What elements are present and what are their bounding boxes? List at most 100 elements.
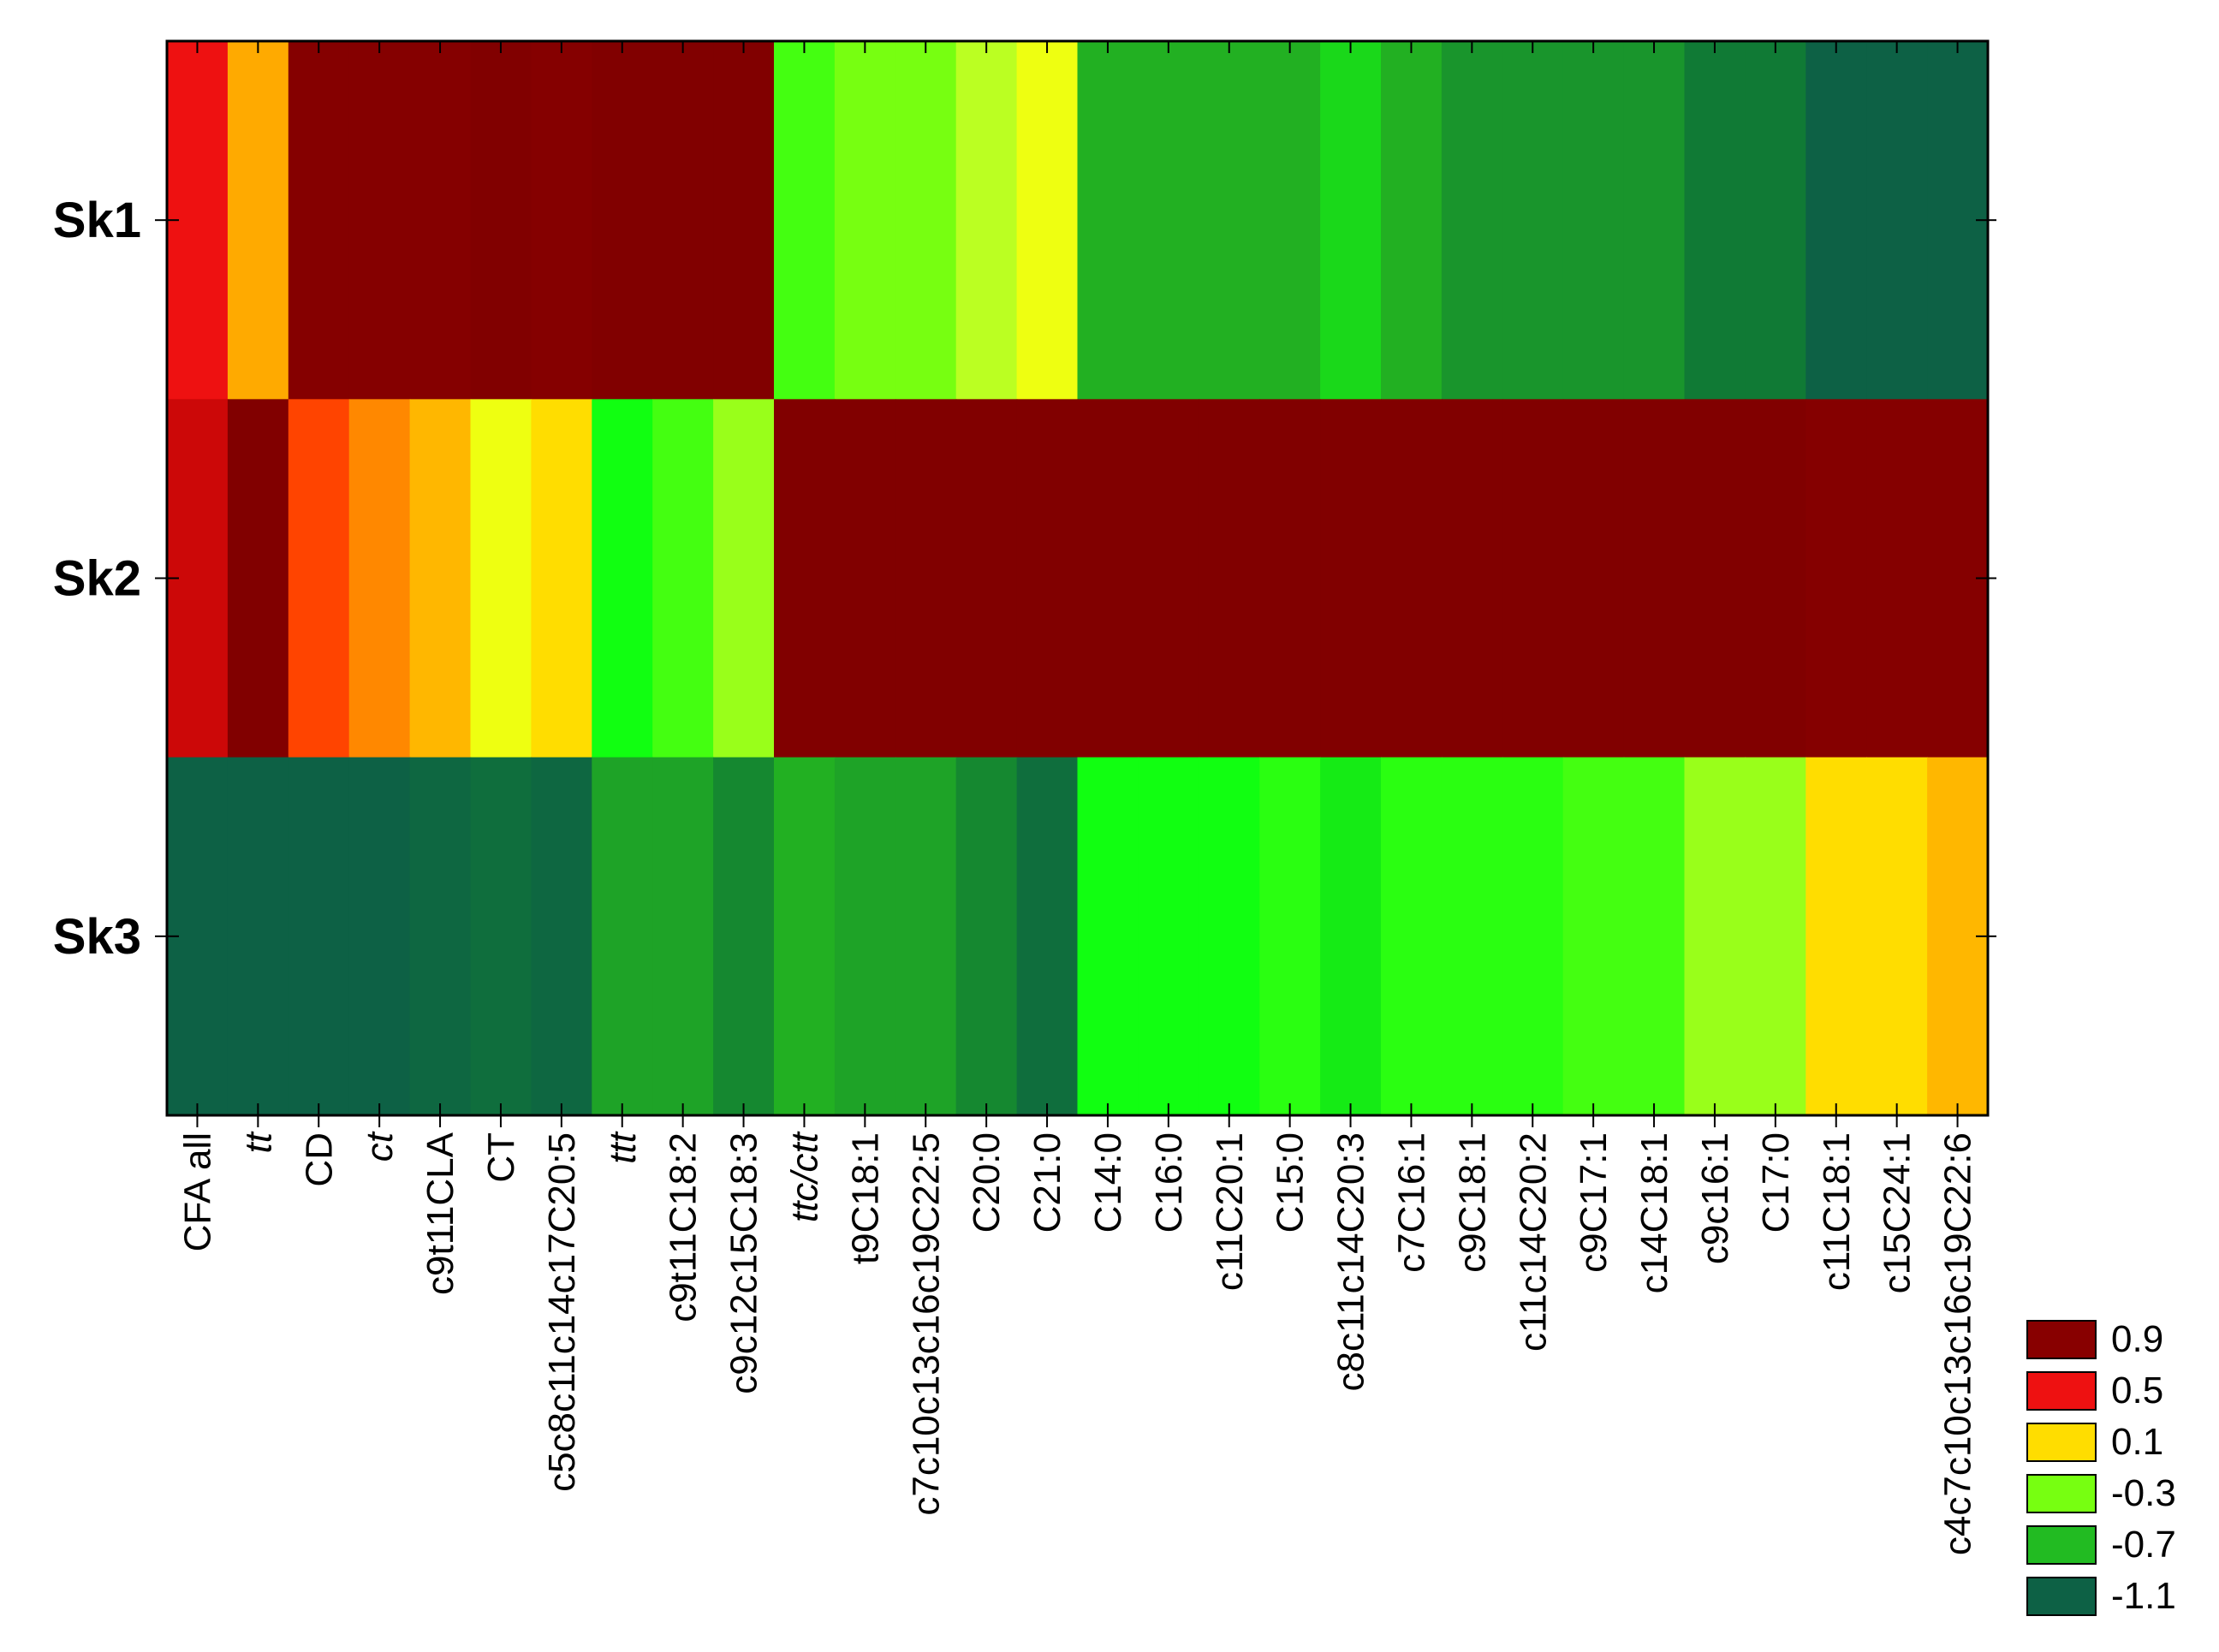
heatmap-cell [1562, 41, 1625, 401]
heatmap-cell [1199, 757, 1260, 1116]
heatmap-cell [1745, 399, 1807, 758]
column-label: c9t11CLA [419, 1132, 461, 1295]
heatmap-cell [409, 399, 472, 758]
heatmap-cell [1866, 757, 1928, 1116]
heatmap-cell [713, 757, 775, 1116]
heatmap-cell [288, 41, 350, 401]
heatmap-cell [1441, 41, 1503, 401]
heatmap-cell [1016, 399, 1079, 758]
column-label: ct [359, 1131, 401, 1162]
heatmap-cell [227, 757, 289, 1116]
legend-label: -0.3 [2111, 1472, 2176, 1514]
row-label-sk1: Sk1 [53, 193, 141, 248]
heatmap-cell [1502, 757, 1564, 1116]
row-label-sk3: Sk3 [53, 909, 141, 965]
column-label: c4c7c10c13c16c19C22:6 [1937, 1132, 1979, 1555]
color-legend: 0.9 0.5 0.1 -0.3 -0.7 -1.1 [2026, 1318, 2176, 1617]
heatmap-cell [1806, 41, 1867, 401]
column-label: ttc/ctt [783, 1131, 825, 1222]
column-label: ttt [602, 1131, 644, 1163]
heatmap-cell [652, 399, 714, 758]
heatmap-cell [1138, 41, 1200, 401]
heatmap-cell [1502, 41, 1564, 401]
legend-swatch [2026, 1423, 2097, 1462]
column-label: c11C20:1 [1209, 1132, 1251, 1291]
column-label: tt [237, 1131, 279, 1153]
heatmap-cell [409, 757, 472, 1116]
heatmap-cell [1077, 399, 1139, 758]
heatmap-cell [1562, 399, 1625, 758]
heatmap-cell [1138, 757, 1200, 1116]
heatmap-cell [1562, 757, 1625, 1116]
heatmap-cell [1381, 399, 1443, 758]
heatmap-cell [348, 399, 411, 758]
heatmap-cell [1684, 399, 1746, 758]
heatmap-cell [1684, 757, 1746, 1116]
heatmap-cell [1381, 41, 1443, 401]
heatmap-cell [834, 757, 896, 1116]
heatmap-cell [592, 399, 653, 758]
heatmap-cell [1806, 757, 1867, 1116]
heatmap-cell [1623, 41, 1686, 401]
legend-label: -0.7 [2111, 1524, 2176, 1566]
heatmap-cell [834, 41, 896, 401]
heatmap-cell [1259, 757, 1321, 1116]
heatmap-cell [470, 757, 532, 1116]
heatmap-cell [895, 41, 957, 401]
heatmap-cell [1199, 399, 1260, 758]
column-label: c14C18:1 [1633, 1132, 1675, 1293]
heatmap-cell [1320, 399, 1382, 758]
column-label: C17:0 [1755, 1132, 1797, 1233]
heatmap-cell [1320, 41, 1382, 401]
column-label: c8c11c14C20:3 [1330, 1132, 1372, 1392]
column-label: C14:0 [1087, 1132, 1129, 1233]
heatmap-cell [1077, 41, 1139, 401]
legend-label: -1.1 [2111, 1575, 2176, 1617]
heatmap-cell [470, 399, 532, 758]
column-label: c9c16:1 [1694, 1132, 1736, 1264]
column-label: c9C18:1 [1451, 1132, 1493, 1273]
legend-swatch [2026, 1474, 2097, 1513]
legend-label: 0.5 [2111, 1370, 2163, 1411]
column-label: c7c10c13c16c19C22:5 [905, 1132, 947, 1516]
legend-label: 0.9 [2111, 1318, 2163, 1360]
heatmap-cell [1684, 41, 1746, 401]
heatmap-cell [1199, 41, 1260, 401]
heatmap-axes [155, 39, 1996, 1127]
heatmap-cell [1259, 399, 1321, 758]
legend-swatch [2026, 1525, 2097, 1565]
heatmap-cell [1745, 41, 1807, 401]
column-label: c9t11C18:2 [663, 1132, 705, 1322]
legend-swatch [2026, 1320, 2097, 1359]
heatmap-cell [1623, 757, 1686, 1116]
legend-swatch [2026, 1371, 2097, 1411]
heatmap-cell [895, 757, 957, 1116]
column-labels: CFA all tt CD ct c9t11CLA CT c5c8c11c14c17C20:… [176, 1131, 1978, 1555]
heatmap-cell [1866, 41, 1928, 401]
heatmap-cell [1016, 41, 1079, 401]
heatmap-cell [1806, 399, 1867, 758]
heatmap-cell [1441, 399, 1503, 758]
heatmap-cell [227, 41, 289, 401]
column-label: c11c14C20:2 [1512, 1132, 1554, 1352]
heatmap-cell [652, 757, 714, 1116]
heatmap-cell [531, 41, 593, 401]
heatmap-cell [1441, 757, 1503, 1116]
column-label: c7C16:1 [1390, 1132, 1432, 1273]
row-labels: Sk1 Sk2 Sk3 [53, 193, 141, 965]
heatmap-cell [1259, 41, 1321, 401]
row-label-sk2: Sk2 [53, 551, 141, 607]
column-label: c9c12c15C18:3 [723, 1132, 765, 1394]
heatmap-cell [1502, 399, 1564, 758]
column-label: c15C24:1 [1877, 1132, 1919, 1293]
heatmap-cell [955, 757, 1018, 1116]
heatmap-cell [834, 399, 896, 758]
heatmap-cell [592, 41, 653, 401]
column-label: C16:0 [1148, 1132, 1190, 1233]
heatmap-cell [1016, 757, 1079, 1116]
heatmap-cell [1745, 757, 1807, 1116]
column-label: c5c8c11c14c17C20:5 [541, 1132, 583, 1492]
heatmap-cell [592, 757, 653, 1116]
heatmap-cell [348, 41, 411, 401]
